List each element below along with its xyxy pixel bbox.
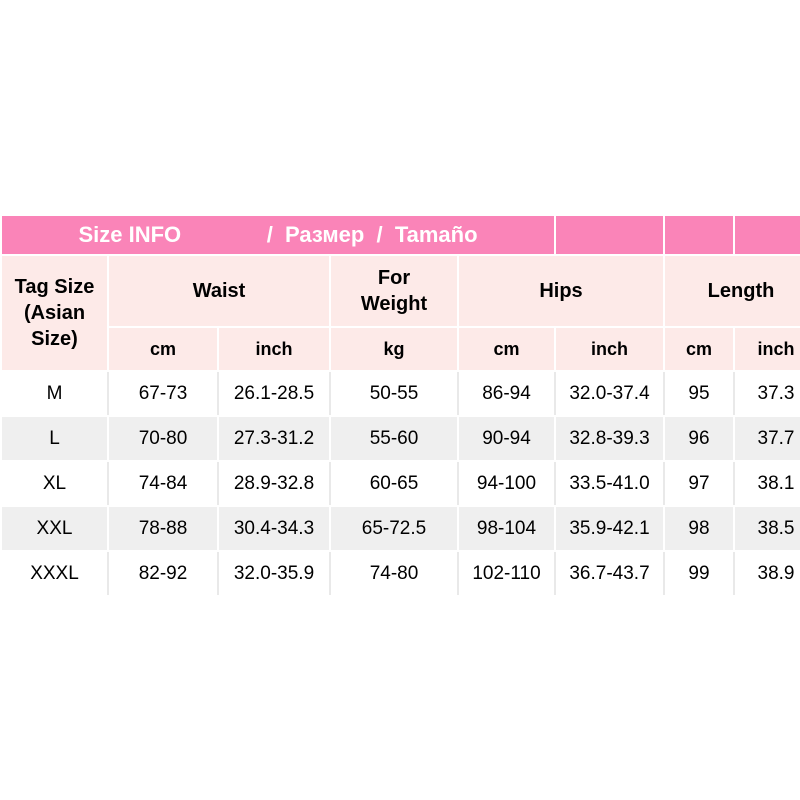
table-row-m: M 67-73 26.1-28.5 50-55 86-94 32.0-37.4 … <box>0 370 800 417</box>
table-cell: 26.1-28.5 <box>217 370 331 417</box>
table-cell: 50-55 <box>329 370 459 417</box>
table-cell: 98-104 <box>457 505 556 552</box>
subheader-waist-cm: cm <box>107 326 219 372</box>
table-cell: 90-94 <box>457 415 556 462</box>
table-cell: 28.9-32.8 <box>217 460 331 507</box>
table-cell: 32.0-37.4 <box>554 370 665 417</box>
table-row-xxxl: XXXL 82-92 32.0-35.9 74-80 102-110 36.7-… <box>0 550 800 597</box>
table-cell: 96 <box>663 415 735 462</box>
header-length: Length <box>663 254 800 328</box>
subheader-waist-inch: inch <box>217 326 331 372</box>
header-hips: Hips <box>457 254 665 328</box>
table-cell: 102-110 <box>457 550 556 597</box>
table-cell: 37.3 <box>733 370 800 417</box>
table-cell: 86-94 <box>457 370 556 417</box>
table-cell: 33.5-41.0 <box>554 460 665 507</box>
header-for-weight: For Weight <box>329 254 459 328</box>
table-cell: 60-65 <box>329 460 459 507</box>
subheader-hips-cm: cm <box>457 326 556 372</box>
size-cell: XXL <box>0 505 109 552</box>
table-cell: 98 <box>663 505 735 552</box>
table-cell: 74-80 <box>329 550 459 597</box>
size-cell: M <box>0 370 109 417</box>
table-cell: 65-72.5 <box>329 505 459 552</box>
table-cell: 35.9-42.1 <box>554 505 665 552</box>
table-cell: 27.3-31.2 <box>217 415 331 462</box>
banner-title: Size INFO / Размер / Tamaño <box>0 214 556 256</box>
table-cell: 37.7 <box>733 415 800 462</box>
table-cell: 30.4-34.3 <box>217 505 331 552</box>
table-cell: 78-88 <box>107 505 219 552</box>
banner-row: Size INFO / Размер / Tamaño <box>0 214 800 256</box>
subheader-length-inch: inch <box>733 326 800 372</box>
banner-spacer <box>663 214 735 256</box>
table-cell: 36.7-43.7 <box>554 550 665 597</box>
size-cell: XXXL <box>0 550 109 597</box>
table-cell: 94-100 <box>457 460 556 507</box>
table-cell: 82-92 <box>107 550 219 597</box>
size-cell: XL <box>0 460 109 507</box>
table-cell: 38.9 <box>733 550 800 597</box>
table-cell: 74-84 <box>107 460 219 507</box>
table-row-l: L 70-80 27.3-31.2 55-60 90-94 32.8-39.3 … <box>0 415 800 462</box>
size-cell: L <box>0 415 109 462</box>
subheader-hips-inch: inch <box>554 326 665 372</box>
table-row-xl: XL 74-84 28.9-32.8 60-65 94-100 33.5-41.… <box>0 460 800 507</box>
header-units-row: cm inch kg cm inch cm inch <box>1 326 800 372</box>
header-waist: Waist <box>107 254 331 328</box>
subheader-length-cm: cm <box>663 326 735 372</box>
table-cell: 95 <box>663 370 735 417</box>
size-chart-table: Size INFO / Размер / Tamaño Tag Size (As… <box>0 214 800 597</box>
table-cell: 32.8-39.3 <box>554 415 665 462</box>
table-row-xxl: XXL 78-88 30.4-34.3 65-72.5 98-104 35.9-… <box>0 505 800 552</box>
table-cell: 38.5 <box>733 505 800 552</box>
subheader-weight-kg: kg <box>329 326 459 372</box>
table-cell: 70-80 <box>107 415 219 462</box>
header-tag-size: Tag Size (Asian Size) <box>0 254 109 372</box>
table-cell: 38.1 <box>733 460 800 507</box>
table-cell: 32.0-35.9 <box>217 550 331 597</box>
header-group-row: Tag Size (Asian Size) Waist For Weight H… <box>0 254 800 372</box>
banner-spacer <box>733 214 800 256</box>
table-cell: 99 <box>663 550 735 597</box>
table-cell: 97 <box>663 460 735 507</box>
table-cell: 67-73 <box>107 370 219 417</box>
banner-spacer <box>554 214 665 256</box>
table-cell: 55-60 <box>329 415 459 462</box>
